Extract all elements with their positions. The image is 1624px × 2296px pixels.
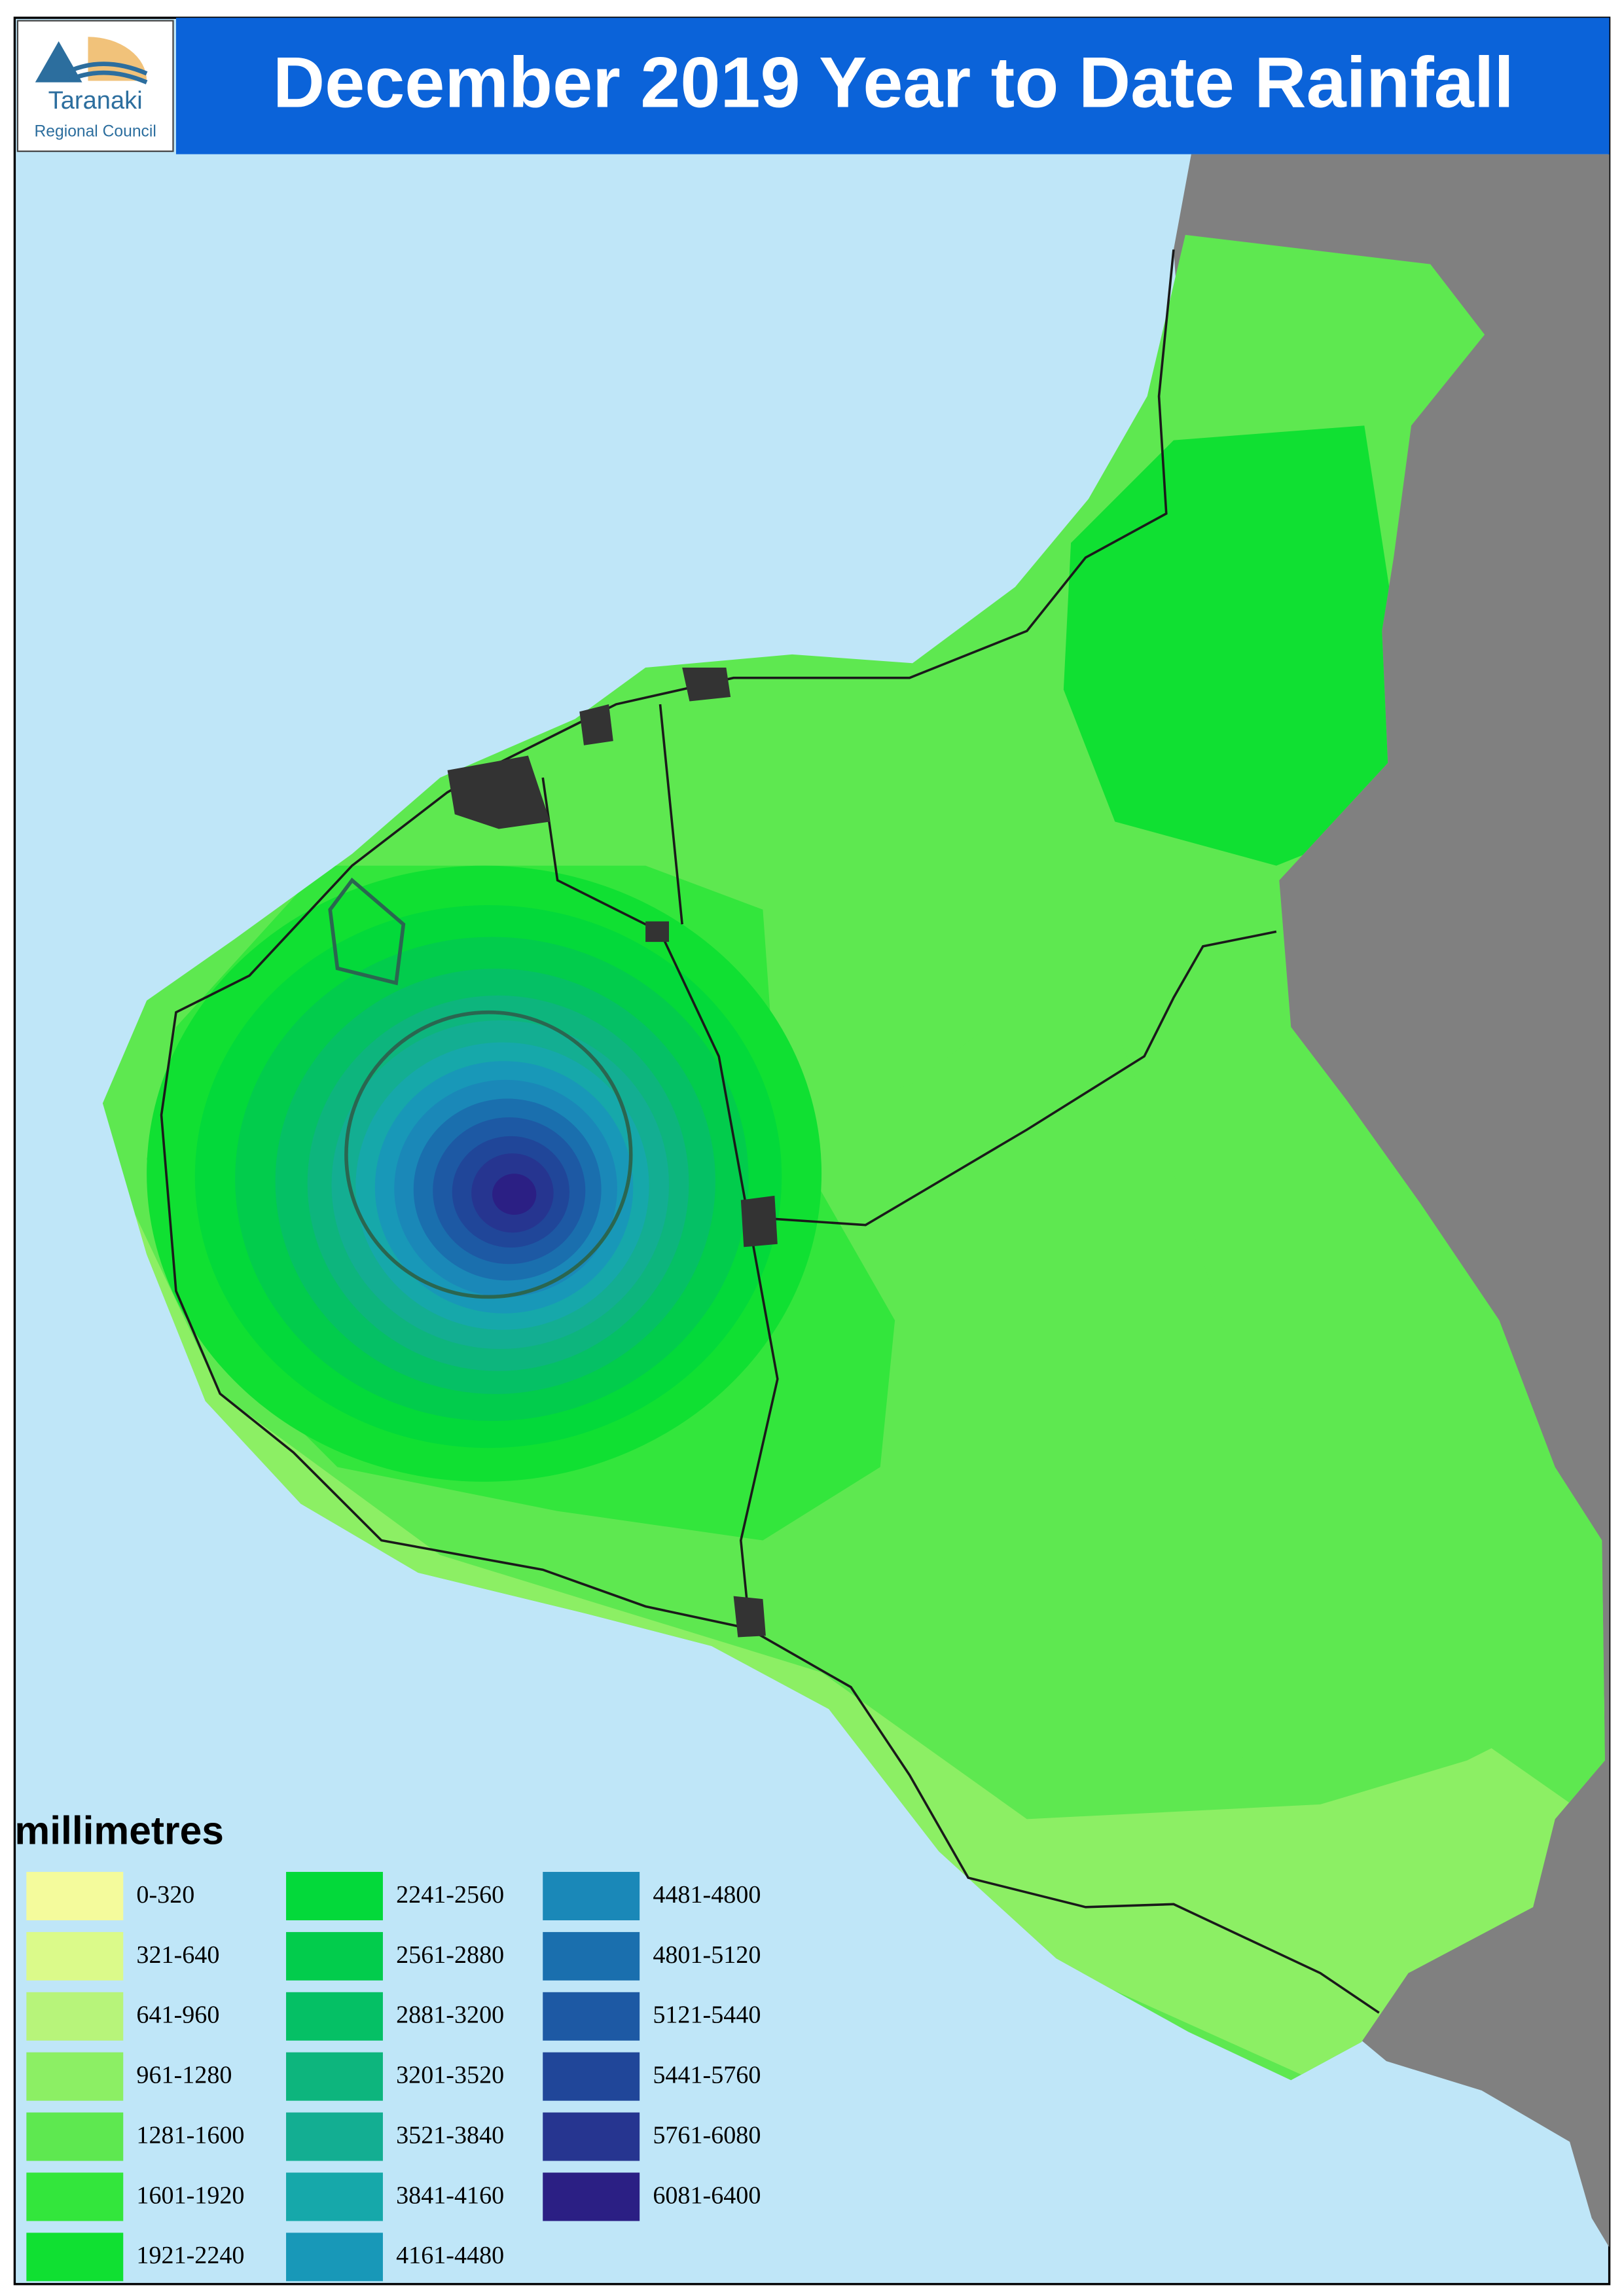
town	[447, 755, 550, 829]
band	[102, 1115, 1605, 2081]
rainfall-contour	[492, 1174, 537, 1215]
roads	[160, 249, 1380, 2014]
legend-swatch	[543, 2172, 640, 2221]
road	[659, 704, 683, 925]
legend-label: 4481-4800	[653, 1881, 761, 1909]
legend-swatch	[543, 1931, 640, 1981]
town	[733, 1596, 766, 1638]
legend-swatch	[26, 1872, 124, 1920]
legend-label: 3201-3520	[396, 2062, 504, 2089]
town	[682, 668, 731, 702]
band	[763, 997, 1605, 1834]
legend-swatch	[286, 2172, 383, 2221]
legend-label: 1601-1920	[136, 2181, 244, 2209]
legend-swatch	[26, 2233, 124, 2282]
legend-swatch	[26, 1992, 124, 2041]
legend-label: 5761-6080	[653, 2121, 761, 2149]
legend-label: 1921-2240	[136, 2242, 244, 2269]
legend-swatch	[286, 1872, 383, 1920]
band	[1063, 425, 1394, 866]
logo-waves	[69, 62, 148, 84]
town	[645, 921, 669, 942]
road	[755, 930, 1277, 1227]
legend-swatch	[26, 2052, 124, 2101]
logo-name: Taranaki	[48, 87, 143, 115]
legend-label: 1281-1600	[136, 2121, 244, 2149]
legend-label: 0-320	[136, 1881, 194, 1909]
legend-swatch	[543, 1872, 640, 1920]
state-highway	[541, 777, 779, 1614]
legend-swatch	[26, 2112, 124, 2161]
legend-title: millimetres	[14, 1808, 223, 1853]
legend-swatch	[286, 2052, 383, 2101]
legend-label: 4801-5120	[653, 1941, 761, 1969]
legend-swatch	[286, 2112, 383, 2161]
towns	[447, 668, 778, 1638]
town	[740, 1195, 778, 1247]
legend-label: 2561-2880	[396, 1941, 504, 1969]
legend-label: 2881-3200	[396, 2001, 504, 2029]
legend-swatch	[543, 2112, 640, 2161]
town	[579, 704, 613, 745]
legend-label: 5441-5760	[653, 2062, 761, 2089]
logo-mountain	[35, 41, 82, 82]
legend-label: 6081-6400	[653, 2181, 761, 2209]
legend: 0-320 321-640 641-960 961-1280 1281-1600 1601…	[26, 1872, 761, 2282]
legend-label: 2241-2560	[396, 1881, 504, 1909]
legend-label: 321-640	[136, 1941, 219, 1969]
legend-label: 5121-5440	[653, 2001, 761, 2029]
logo-subtitle: Regional Council	[35, 123, 156, 141]
coastal-road	[160, 249, 1380, 2014]
park-boundary	[328, 877, 633, 1299]
map-title: December 2019 Year to Date Rainfall	[273, 43, 1514, 123]
legend-swatch	[286, 1931, 383, 1981]
legend-label: 3841-4160	[396, 2181, 504, 2209]
legend-label: 3521-3840	[396, 2121, 504, 2149]
header-bar	[175, 18, 1610, 154]
legend-label: 961-1280	[136, 2062, 232, 2089]
legend-swatch	[286, 1992, 383, 2041]
legend-swatch	[26, 2172, 124, 2221]
legend-swatch	[286, 2233, 383, 2282]
legend-label: 4161-4480	[396, 2242, 504, 2269]
legend-swatch	[543, 2052, 640, 2101]
legend-swatch	[543, 1992, 640, 2041]
legend-label: 641-960	[136, 2001, 219, 2029]
legend-swatch	[26, 1931, 124, 1981]
